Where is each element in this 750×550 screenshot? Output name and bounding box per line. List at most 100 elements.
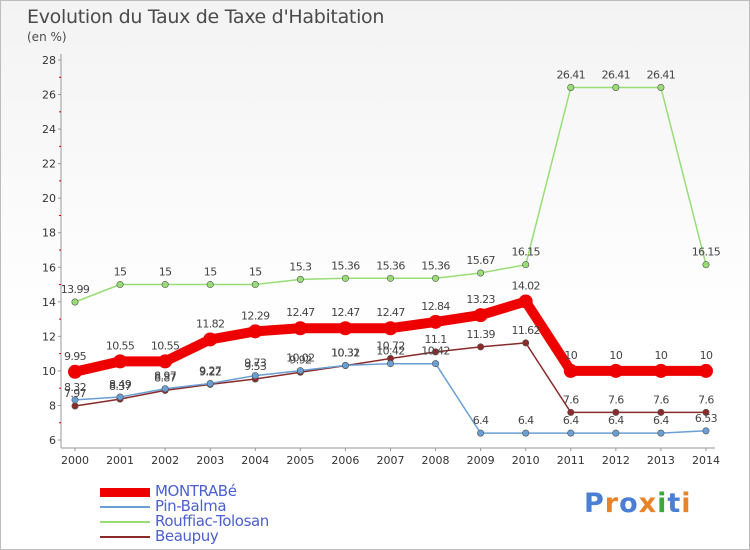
data-label-2-5: 15.3	[289, 260, 312, 273]
data-label-3-4: 9.53	[244, 360, 267, 373]
y-tick-label: 16	[42, 261, 56, 274]
data-label-3-10: 11.62	[511, 324, 540, 337]
data-point-1-14	[702, 427, 710, 435]
data-point-1-12	[612, 429, 620, 437]
data-label-0-5: 12.47	[286, 306, 315, 319]
data-point-0-1	[113, 354, 128, 369]
data-point-1-4	[251, 372, 259, 380]
data-label-1-7: 10.42	[376, 345, 405, 358]
data-point-0-0	[68, 364, 82, 379]
data-point-0-13	[653, 363, 668, 378]
data-label-3-7: 10.72	[376, 339, 405, 352]
data-label-0-1: 10.55	[106, 339, 135, 352]
data-label-0-3: 11.82	[196, 317, 225, 330]
data-point-2-14	[702, 261, 710, 269]
data-label-0-9: 13.23	[466, 293, 495, 306]
data-label-1-14: 6.53	[695, 412, 718, 425]
data-label-1-11: 6.4	[563, 414, 579, 427]
data-point-2-4	[251, 281, 259, 289]
y-tick-label: 20	[42, 192, 56, 205]
data-point-1-1	[116, 393, 124, 401]
data-label-2-3: 15	[204, 266, 217, 279]
data-point-0-4	[248, 324, 263, 339]
data-point-2-2	[161, 281, 169, 289]
x-tick-label: 2009	[467, 454, 495, 467]
legend-label: Beaupuy	[155, 527, 219, 545]
x-tick-label: 2013	[647, 454, 675, 467]
data-point-1-13	[657, 429, 665, 437]
chart-axes: 6 8 10 12 14 16 18 20 22 24 26 28 2000 2001 2002 2003 20…	[42, 54, 720, 467]
data-label-2-13: 26.41	[647, 68, 676, 81]
data-point-2-5	[296, 275, 304, 283]
data-point-0-5	[293, 321, 308, 336]
data-label-3-14: 7.6	[698, 393, 714, 406]
data-label-1-2: 8.97	[154, 370, 177, 383]
proxiti-logo: Proxiti	[584, 488, 692, 519]
data-point-0-8	[428, 314, 443, 329]
data-point-1-5	[296, 367, 304, 375]
x-tick-label: 2000	[61, 454, 89, 467]
data-label-0-14: 10	[700, 349, 713, 362]
y-tick-label: 14	[42, 296, 56, 309]
x-tick-label: 2010	[512, 454, 540, 467]
data-point-2-13	[657, 83, 665, 91]
data-label-1-13: 6.4	[653, 414, 669, 427]
data-label-3-9: 11.39	[466, 328, 495, 341]
data-label-1-9: 6.4	[473, 414, 489, 427]
data-label-1-1: 8.49	[109, 378, 132, 391]
data-label-3-2: 8.87	[154, 371, 177, 384]
x-tick-label: 2011	[557, 454, 585, 467]
data-label-2-9: 15.67	[466, 254, 495, 267]
data-label-2-11: 26.41	[557, 68, 586, 81]
data-point-0-11	[563, 363, 578, 378]
data-point-2-8	[432, 274, 440, 282]
data-label-2-8: 15.36	[421, 259, 450, 272]
data-label-0-6: 12.47	[331, 306, 360, 319]
data-label-3-12: 7.6	[608, 393, 624, 406]
logo-letter: i	[681, 488, 692, 519]
data-label-2-14: 16.15	[692, 246, 721, 259]
data-label-0-12: 10	[609, 349, 622, 362]
data-label-2-7: 15.36	[376, 259, 405, 272]
data-point-0-12	[608, 363, 623, 378]
x-tick-label: 2008	[422, 454, 450, 467]
data-label-1-3: 9.27	[199, 365, 222, 378]
data-point-3-9	[477, 343, 485, 351]
logo-letter: x	[638, 488, 658, 519]
data-point-0-3	[203, 332, 218, 347]
data-point-2-3	[206, 281, 214, 289]
data-label-1-4: 9.73	[244, 357, 267, 370]
chart-title: Evolution du Taux de Taxe d'Habitation	[27, 6, 385, 28]
x-tick-label: 2002	[151, 454, 179, 467]
y-tick-label: 24	[42, 123, 56, 136]
data-label-0-10: 14.02	[511, 279, 540, 292]
data-label-3-11: 7.6	[563, 393, 579, 406]
y-tick-label: 12	[42, 330, 56, 343]
data-label-3-5: 9.92	[289, 353, 311, 366]
y-tick-label: 26	[42, 89, 56, 102]
data-point-2-9	[477, 269, 485, 277]
y-tick-label: 22	[42, 158, 56, 171]
y-tick-label: 10	[42, 365, 56, 378]
data-point-0-9	[473, 308, 488, 323]
data-point-0-10	[518, 294, 533, 309]
data-point-1-0	[71, 396, 79, 404]
data-point-1-7	[386, 360, 394, 368]
data-point-0-7	[383, 321, 398, 336]
data-label-3-13: 7.6	[653, 393, 669, 406]
y-tick-label: 28	[42, 54, 56, 67]
data-label-0-0: 9.95	[64, 350, 87, 363]
data-label-2-4: 15	[249, 266, 262, 279]
data-point-3-8	[432, 348, 440, 356]
data-label-1-6: 10.32	[331, 346, 360, 359]
data-point-0-6	[338, 321, 353, 336]
data-label-0-2: 10.55	[151, 339, 180, 352]
x-tick-label: 2014	[692, 454, 720, 467]
data-label-0-8: 12.84	[421, 300, 450, 313]
data-point-3-0	[71, 402, 79, 410]
data-point-2-0	[71, 298, 79, 306]
data-point-1-2	[161, 385, 169, 393]
data-point-1-10	[522, 429, 530, 437]
